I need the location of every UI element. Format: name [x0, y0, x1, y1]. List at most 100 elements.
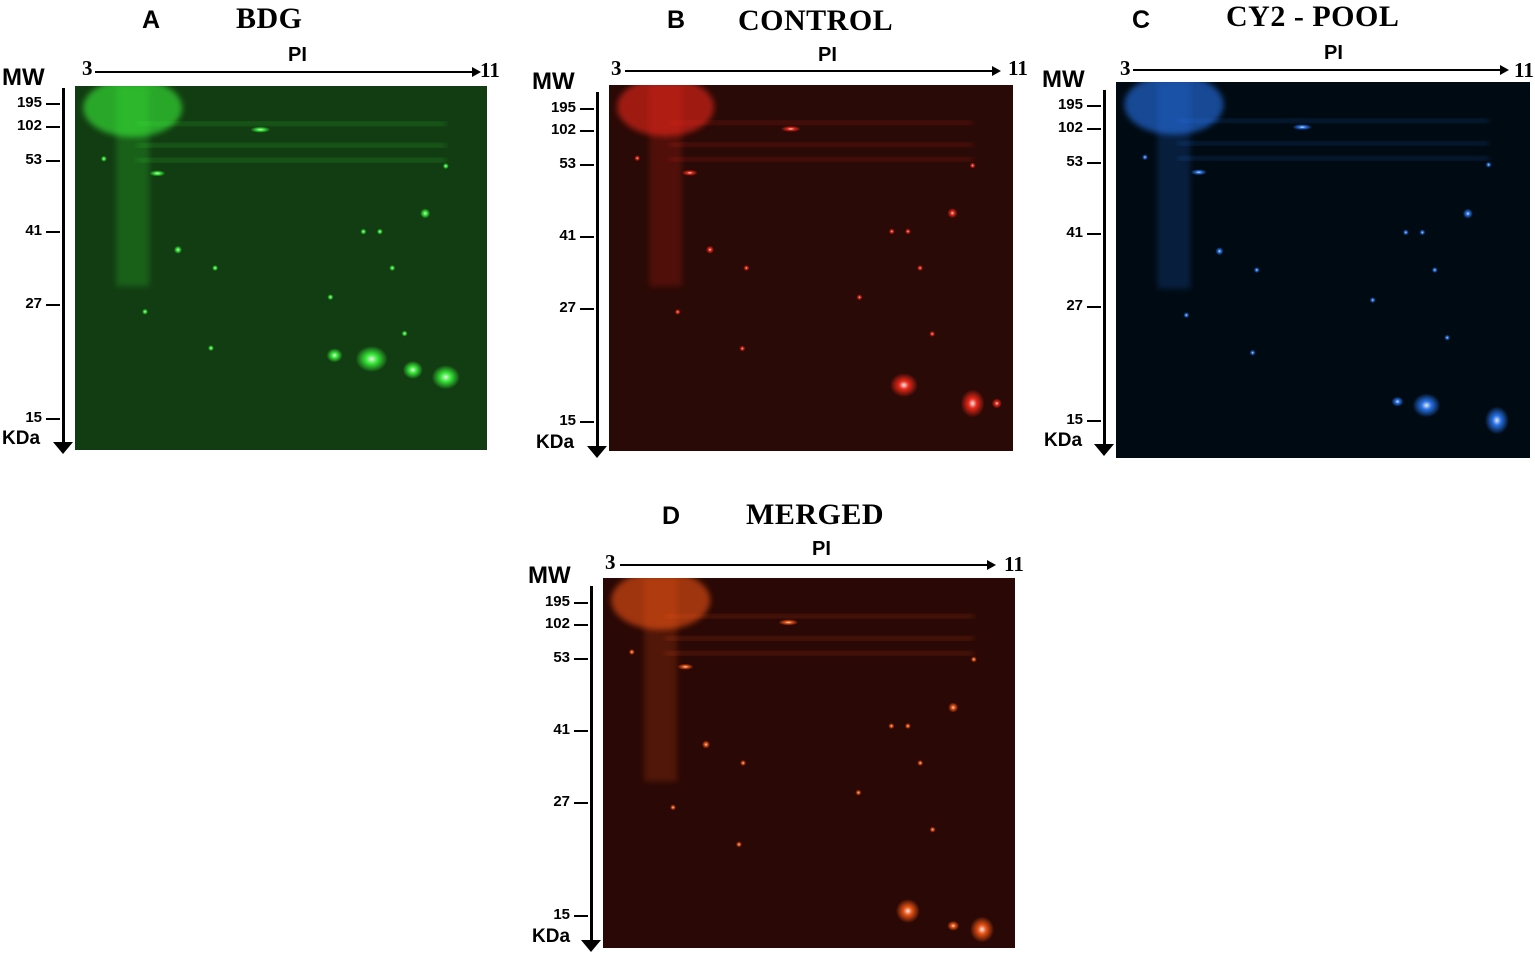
- gel-spot: [1292, 124, 1313, 131]
- gel-band: [664, 637, 974, 640]
- gel-spot: [327, 294, 334, 301]
- gel-spot: [389, 265, 396, 271]
- kda-unit-label: KDa: [2, 428, 41, 449]
- pi-min-label: 3: [611, 56, 622, 80]
- mw-tick-mark: [1087, 233, 1101, 235]
- gel-spot: [677, 663, 694, 670]
- gel-spot: [681, 169, 698, 176]
- panel-title: MERGED: [746, 498, 884, 531]
- gel-streak: [644, 578, 678, 782]
- gel-major-spot: [970, 916, 995, 943]
- gel-image-control: [609, 85, 1013, 451]
- pi-min-label: 3: [605, 550, 616, 574]
- gel-spot: [1253, 267, 1260, 273]
- panel-title: CONTROL: [738, 4, 894, 37]
- gel-spot: [1419, 229, 1426, 236]
- gel-streak: [116, 86, 150, 287]
- gel-spot: [212, 265, 219, 271]
- gel-spot: [1444, 334, 1451, 341]
- mw-tick-label: 27: [25, 295, 42, 312]
- mw-tick-label: 27: [553, 793, 570, 810]
- mw-tick-mark: [580, 164, 594, 166]
- gel-spot: [149, 170, 166, 177]
- gel-spot: [904, 723, 911, 729]
- pi-axis-label: PI: [1324, 42, 1343, 64]
- pi-min-label: 3: [1120, 56, 1131, 80]
- gel-major-spot: [895, 899, 920, 923]
- pi-max-label: 11: [1004, 552, 1024, 576]
- gel-major-spot: [326, 348, 343, 363]
- gel-major-spot: [947, 920, 960, 931]
- gel-spot: [1431, 267, 1438, 273]
- gel-spot: [442, 163, 449, 170]
- gel-spot: [207, 345, 214, 352]
- mw-tick-label: 195: [16, 94, 42, 111]
- gel-spot: [970, 656, 977, 663]
- gel-spot: [250, 126, 271, 133]
- gel-spot: [969, 162, 976, 169]
- mw-tick-label: 27: [559, 299, 576, 316]
- gel-spot: [1369, 297, 1376, 304]
- mw-axis-label: MW: [2, 64, 45, 91]
- mw-tick-label: 102: [550, 121, 576, 138]
- gel-spot: [1215, 247, 1224, 256]
- gel-spot: [1462, 208, 1473, 219]
- gel-band: [136, 122, 446, 125]
- mw-tick-label: 15: [25, 409, 42, 426]
- mw-axis-label: MW: [528, 562, 571, 589]
- mw-tick-label: 41: [25, 222, 42, 239]
- mw-tick-mark: [574, 602, 588, 604]
- mw-tick-label: 102: [544, 615, 570, 632]
- pi-axis-arrow: [95, 67, 481, 77]
- mw-tick-mark: [46, 418, 60, 420]
- gel-spot: [100, 155, 107, 162]
- mw-tick-label: 53: [559, 155, 576, 172]
- gel-streak: [1157, 82, 1191, 289]
- gel-band: [669, 121, 973, 125]
- gel-spot: [888, 723, 895, 729]
- gel-spot: [706, 245, 714, 254]
- mw-tick-mark: [1087, 162, 1101, 164]
- gel-spot: [401, 330, 408, 337]
- mw-tick-mark: [1087, 128, 1101, 130]
- mw-tick-mark: [46, 103, 60, 105]
- gel-spot: [780, 125, 801, 132]
- gel-major-spot: [1484, 406, 1509, 435]
- mw-axis-arrow: [587, 92, 607, 458]
- gel-spot: [1249, 349, 1256, 356]
- panel-letter: C: [1132, 6, 1151, 34]
- mw-tick-mark: [1087, 105, 1101, 107]
- gel-spot: [142, 308, 149, 315]
- gel-spot: [739, 345, 746, 352]
- gel-band: [136, 144, 446, 147]
- gel-spot: [929, 826, 936, 833]
- mw-tick-mark: [1087, 420, 1101, 422]
- gel-band: [669, 143, 973, 147]
- gel-band: [669, 158, 973, 161]
- gel-spot: [735, 841, 742, 848]
- gel-spot: [929, 330, 936, 337]
- gel-major-spot: [402, 360, 423, 379]
- gel-major-spot: [1412, 393, 1441, 418]
- mw-tick-mark: [46, 304, 60, 306]
- mw-axis-arrow: [1094, 90, 1114, 456]
- gel-spot: [1402, 229, 1409, 236]
- mw-tick-label: 53: [1066, 153, 1083, 170]
- pi-max-label: 11: [1008, 56, 1028, 80]
- mw-axis-label: MW: [532, 68, 575, 95]
- gel-image-cy2-pool: [1116, 82, 1530, 458]
- gel-spot: [1183, 312, 1190, 319]
- mw-tick-label: 195: [1057, 96, 1083, 113]
- gel-spot: [917, 760, 924, 766]
- mw-tick-mark: [574, 624, 588, 626]
- gel-spot: [947, 208, 958, 219]
- pi-axis-label: PI: [818, 44, 837, 66]
- gel-spot: [674, 308, 681, 315]
- gel-spot: [702, 740, 710, 749]
- panel-letter: D: [662, 502, 681, 530]
- gel-spot: [670, 804, 677, 811]
- pi-axis-arrow: [1133, 65, 1509, 75]
- gel-band: [1178, 142, 1489, 145]
- pi-max-label: 11: [1514, 58, 1534, 82]
- mw-tick-mark: [574, 802, 588, 804]
